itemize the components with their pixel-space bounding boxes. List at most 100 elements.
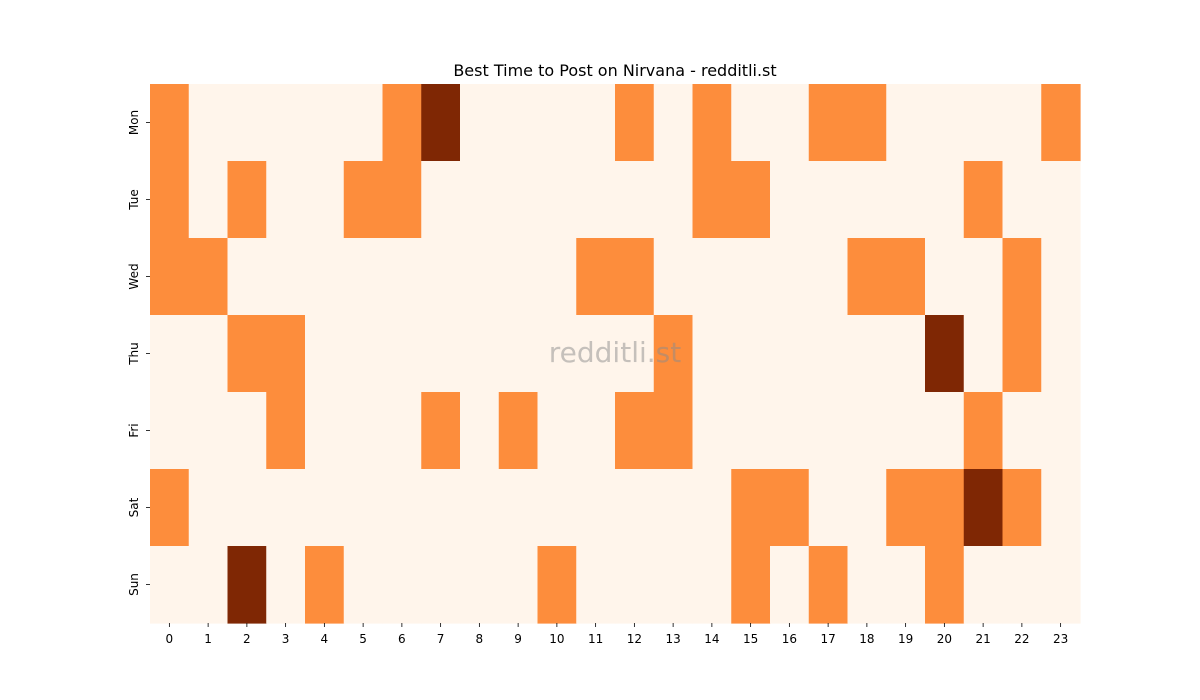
heatmap-cell-wed-12 [615,238,655,316]
heatmap-cell-tue-7 [421,161,461,239]
x-tick-label: 10 [549,632,564,646]
x-tick-label: 7 [437,632,445,646]
heatmap-cell-mon-15 [731,84,771,162]
heatmap-cell-sat-9 [498,469,539,547]
heatmap-cell-tue-6 [382,161,422,239]
heatmap-cell-fri-16 [770,392,810,470]
heatmap-cell-wed-19 [886,238,926,316]
heatmap-cell-sun-10 [537,546,577,624]
heatmap-cell-wed-7 [421,238,461,316]
heatmap-cell-wed-9 [498,238,539,316]
heatmap-cell-sun-23 [1041,546,1081,624]
heatmap-cell-fri-19 [886,392,926,470]
heatmap-cell-sat-20 [925,469,965,547]
heatmap-cell-mon-0 [150,84,190,162]
heatmap-cell-mon-18 [847,84,887,162]
y-tick-label: Wed [127,263,141,289]
x-tick-label: 13 [665,632,680,646]
heatmap-cell-sun-18 [847,546,887,624]
heatmap-cell-fri-7 [421,392,461,470]
heatmap-cell-mon-4 [305,84,345,162]
heatmap-cell-thu-19 [886,315,926,393]
heatmap-cell-sat-4 [305,469,345,547]
heatmap-cell-thu-8 [460,315,500,393]
heatmap-cell-fri-11 [576,392,616,470]
x-tick-label: 11 [588,632,603,646]
heatmap-cell-fri-10 [537,392,577,470]
heatmap-cell-sun-20 [925,546,965,624]
heatmap-cell-tue-5 [343,161,384,239]
heatmap-cell-thu-2 [227,315,267,393]
heatmap-cell-mon-7 [421,84,461,162]
heatmap-cell-tue-10 [537,161,577,239]
heatmap-cell-tue-19 [886,161,926,239]
x-tick-label: 2 [243,632,251,646]
heatmap-cell-sat-23 [1041,469,1081,547]
heatmap-cell-wed-1 [188,238,229,316]
heatmap-cell-thu-22 [1002,315,1042,393]
heatmap-cell-thu-5 [343,315,384,393]
x-tick-label: 5 [359,632,367,646]
heatmap-cell-thu-16 [770,315,810,393]
heatmap-cell-sun-1 [188,546,229,624]
heatmap-cell-mon-14 [692,84,732,162]
x-tick-label: 21 [975,632,990,646]
heatmap-cell-sun-16 [770,546,810,624]
x-tick-label: 9 [514,632,522,646]
heatmap-cells [150,84,1081,624]
heatmap-cell-mon-10 [537,84,577,162]
heatmap-cell-wed-5 [343,238,384,316]
heatmap-cell-tue-13 [653,161,694,239]
heatmap-cell-wed-2 [227,238,267,316]
y-tick-label: Thu [127,342,141,366]
heatmap-cell-wed-11 [576,238,616,316]
x-tick-label: 12 [627,632,642,646]
heatmap-cell-wed-15 [731,238,771,316]
heatmap-cell-mon-20 [925,84,965,162]
heatmap-cell-fri-8 [460,392,500,470]
heatmap-cell-thu-14 [692,315,732,393]
heatmap-cell-sun-4 [305,546,345,624]
x-tick-label: 4 [321,632,329,646]
heatmap-cell-sat-11 [576,469,616,547]
heatmap-cell-wed-13 [653,238,694,316]
heatmap-cell-mon-13 [653,84,694,162]
heatmap-cell-fri-6 [382,392,422,470]
heatmap-cell-wed-21 [963,238,1004,316]
heatmap-cell-thu-18 [847,315,887,393]
heatmap-cell-fri-2 [227,392,267,470]
x-tick-label: 22 [1014,632,1029,646]
heatmap-cell-fri-17 [808,392,849,470]
heatmap-cell-wed-10 [537,238,577,316]
heatmap-cell-mon-3 [266,84,306,162]
x-tick-label: 14 [704,632,719,646]
heatmap-cell-sat-5 [343,469,384,547]
heatmap-cell-sat-3 [266,469,306,547]
heatmap-cell-thu-10 [537,315,577,393]
heatmap-cell-mon-11 [576,84,616,162]
heatmap-cell-thu-15 [731,315,771,393]
heatmap-cell-sat-18 [847,469,887,547]
heatmap-cell-tue-1 [188,161,229,239]
x-axis: 0 1 2 3 4 5 6 7 8 9 10 11 12 13 14 15 16 17 18 19 20 21 22 23 [166,623,1068,646]
y-tick-label: Tue [127,189,141,211]
x-tick-label: 6 [398,632,406,646]
heatmap-cell-sat-21 [963,469,1004,547]
heatmap-cell-sat-15 [731,469,771,547]
heatmap-cell-sun-8 [460,546,500,624]
heatmap-cell-sat-1 [188,469,229,547]
x-tick-label: 23 [1053,632,1068,646]
heatmap-cell-mon-1 [188,84,229,162]
heatmap-cell-mon-8 [460,84,500,162]
x-tick-label: 17 [820,632,835,646]
heatmap-cell-mon-17 [808,84,849,162]
heatmap-cell-wed-20 [925,238,965,316]
heatmap-cell-wed-3 [266,238,306,316]
heatmap-cell-sat-6 [382,469,422,547]
heatmap-cell-tue-15 [731,161,771,239]
heatmap-cell-fri-1 [188,392,229,470]
heatmap-cell-thu-6 [382,315,422,393]
heatmap-cell-sat-17 [808,469,849,547]
heatmap-cell-sun-19 [886,546,926,624]
heatmap-cell-mon-5 [343,84,384,162]
